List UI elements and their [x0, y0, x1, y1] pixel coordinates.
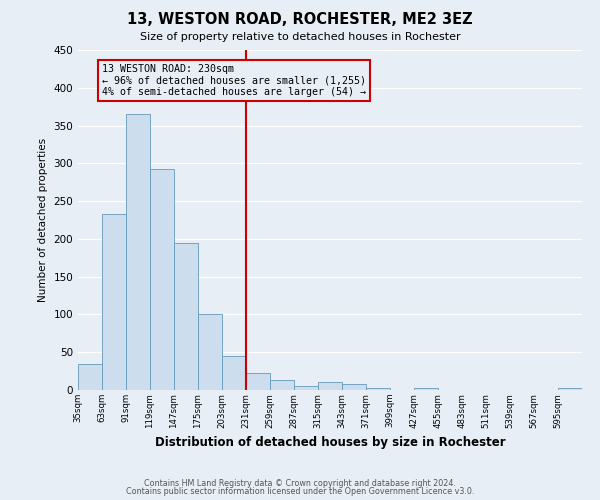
Bar — [342, 384, 366, 390]
Y-axis label: Number of detached properties: Number of detached properties — [38, 138, 48, 302]
Bar — [318, 382, 342, 390]
Bar — [150, 170, 174, 390]
Text: 13 WESTON ROAD: 230sqm
← 96% of detached houses are smaller (1,255)
4% of semi-d: 13 WESTON ROAD: 230sqm ← 96% of detached… — [102, 64, 366, 97]
X-axis label: Distribution of detached houses by size in Rochester: Distribution of detached houses by size … — [155, 436, 505, 449]
Bar — [78, 364, 102, 390]
Text: Contains HM Land Registry data © Crown copyright and database right 2024.: Contains HM Land Registry data © Crown c… — [144, 478, 456, 488]
Bar — [270, 380, 294, 390]
Bar — [102, 214, 126, 390]
Text: Contains public sector information licensed under the Open Government Licence v3: Contains public sector information licen… — [126, 487, 474, 496]
Text: Size of property relative to detached houses in Rochester: Size of property relative to detached ho… — [140, 32, 460, 42]
Bar — [294, 386, 318, 390]
Bar — [222, 356, 246, 390]
Bar — [414, 388, 438, 390]
Text: 13, WESTON ROAD, ROCHESTER, ME2 3EZ: 13, WESTON ROAD, ROCHESTER, ME2 3EZ — [127, 12, 473, 28]
Bar — [366, 388, 390, 390]
Bar — [246, 374, 270, 390]
Bar — [126, 114, 150, 390]
Bar — [558, 388, 582, 390]
Bar — [198, 314, 222, 390]
Bar — [174, 242, 198, 390]
